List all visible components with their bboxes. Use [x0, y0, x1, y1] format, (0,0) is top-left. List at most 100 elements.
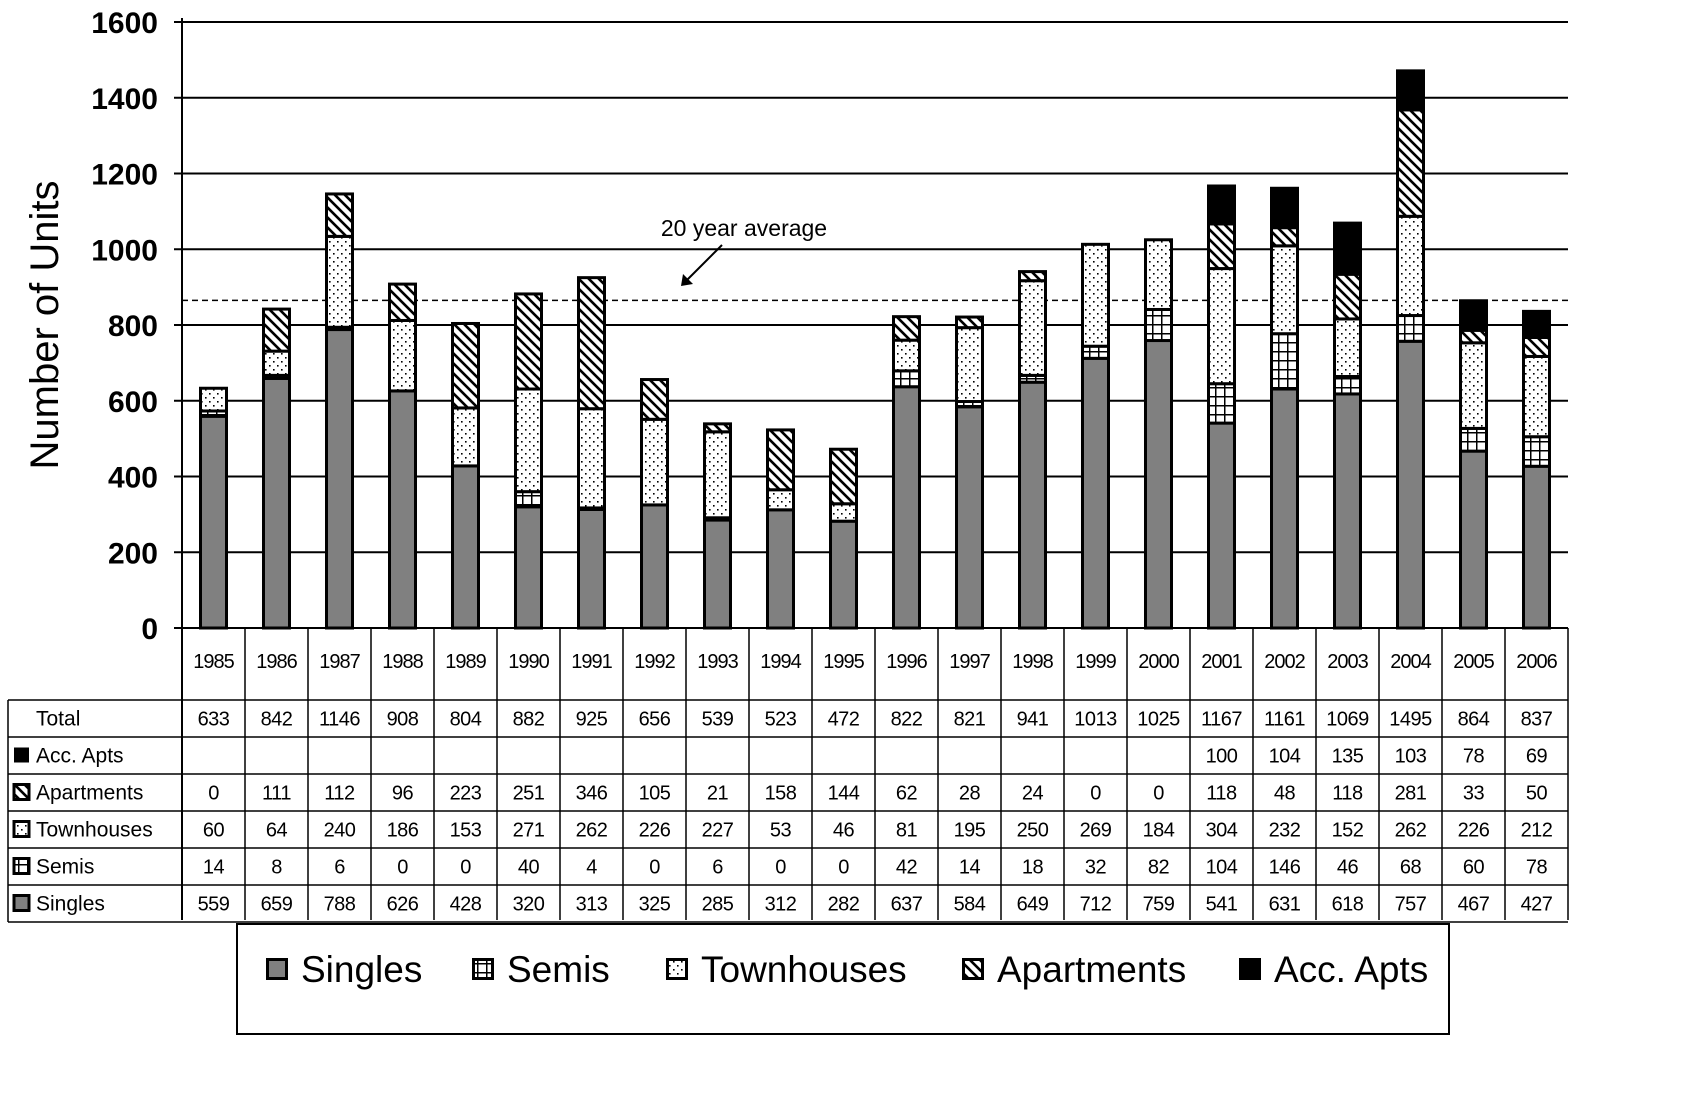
x-tick-label-1991: 1991 — [571, 651, 612, 673]
bar-apartments-1992 — [640, 378, 669, 421]
table-cell-apartments-1986: 111 — [262, 783, 291, 805]
x-tick-label-1999: 1999 — [1075, 651, 1116, 673]
bar-townhouses-1986 — [262, 349, 291, 377]
table-legend-marker-singles — [12, 894, 31, 912]
table-cell-total-1999: 1013 — [1074, 709, 1117, 731]
table-cell-apartments-2004: 281 — [1395, 783, 1427, 805]
bar-apartments-1998 — [1018, 270, 1047, 283]
table-cell-total-2003: 1069 — [1326, 709, 1369, 731]
table-cell-singles-1987: 788 — [324, 894, 356, 916]
table-cell-total-2002: 1161 — [1264, 709, 1305, 731]
y-tick-label-200: 200 — [108, 537, 158, 570]
table-cell-townhouses-1996: 81 — [896, 820, 918, 842]
bar-acc-apts-2002 — [1270, 186, 1299, 230]
average-annotation-arrow — [681, 244, 723, 286]
table-cell-total-1992: 656 — [639, 709, 671, 731]
bar-townhouses-2004 — [1396, 214, 1425, 318]
table-cell-singles-1999: 712 — [1080, 894, 1112, 916]
bar-apartments-1997 — [955, 315, 984, 330]
legend-label-acc-apts: Acc. Apts — [1274, 949, 1428, 990]
table-cell-total-1997: 821 — [954, 709, 986, 731]
table-cell-townhouses-1987: 240 — [324, 820, 356, 842]
bar-townhouses-1993 — [703, 430, 732, 520]
table-cell-singles-1986: 659 — [261, 894, 293, 916]
table-legend-marker-acc-apts — [14, 747, 29, 763]
table-cell-townhouses-1998: 250 — [1017, 820, 1049, 842]
table-cell-singles-2000: 759 — [1143, 894, 1175, 916]
bar-singles-1996 — [892, 385, 921, 630]
x-tick-label-1990: 1990 — [508, 651, 549, 673]
x-tick-label-1987: 1987 — [319, 651, 360, 673]
x-tick-label-1995: 1995 — [823, 651, 864, 673]
table-cell-townhouses-1995: 46 — [833, 820, 855, 842]
bar-apartments-1993 — [703, 422, 732, 434]
x-tick-label-2000: 2000 — [1138, 651, 1179, 673]
table-cell-singles-2006: 427 — [1521, 894, 1553, 916]
table-cell-townhouses-2000: 184 — [1143, 820, 1175, 842]
bar-apartments-2006 — [1522, 335, 1551, 358]
bar-townhouses-1988 — [388, 318, 417, 393]
table-cell-acc-apts-2006: 69 — [1526, 746, 1548, 768]
table-cell-total-1989: 804 — [450, 709, 482, 731]
bar-singles-1994 — [766, 508, 795, 630]
bar-singles-1993 — [703, 518, 732, 630]
table-cell-townhouses-1991: 262 — [576, 820, 608, 842]
table-cell-apartments-1991: 346 — [576, 783, 608, 805]
table-cell-singles-1993: 285 — [702, 894, 734, 916]
bar-semis-1999 — [1081, 344, 1110, 360]
table-cell-singles-1985: 559 — [198, 894, 230, 916]
bar-singles-1999 — [1081, 356, 1110, 630]
y-tick-label-1000: 1000 — [91, 234, 158, 267]
table-cell-semis-1991: 4 — [586, 857, 597, 879]
bar-townhouses-2003 — [1333, 317, 1362, 379]
legend-swatch-apartments — [962, 958, 984, 980]
table-cell-apartments-1999: 0 — [1090, 783, 1101, 805]
table-cell-townhouses-1997: 195 — [954, 820, 986, 842]
x-tick-label-1985: 1985 — [193, 651, 234, 673]
table-cell-townhouses-1986: 64 — [266, 820, 288, 842]
bar-acc-apts-2006 — [1522, 309, 1551, 339]
x-tick-label-1994: 1994 — [760, 651, 801, 673]
bar-townhouses-1985 — [199, 386, 228, 413]
bar-apartments-1986 — [262, 307, 291, 353]
table-cell-townhouses-1992: 226 — [639, 820, 671, 842]
bar-apartments-1987 — [325, 192, 354, 238]
y-tick-label-600: 600 — [108, 386, 158, 419]
bar-acc-apts-2004 — [1396, 69, 1425, 112]
table-cell-singles-2005: 467 — [1458, 894, 1490, 916]
y-axis-label: Number of Units — [23, 181, 67, 470]
bar-townhouses-1996 — [892, 338, 921, 373]
legend-swatch-semis — [472, 958, 494, 980]
table-cell-semis-2000: 82 — [1148, 857, 1170, 879]
table-cell-apartments-2001: 118 — [1206, 783, 1237, 805]
table-cell-singles-2003: 618 — [1332, 894, 1364, 916]
table-cell-total-2005: 864 — [1458, 709, 1490, 731]
table-cell-apartments-1990: 251 — [513, 783, 545, 805]
legend-label-apartments: Apartments — [997, 949, 1186, 990]
bar-apartments-2002 — [1270, 226, 1299, 248]
bar-apartments-1991 — [577, 276, 606, 411]
table-cell-townhouses-2006: 212 — [1521, 820, 1553, 842]
table-cell-total-1994: 523 — [765, 709, 797, 731]
legend-label-semis: Semis — [507, 949, 610, 990]
table-cell-acc-apts-2004: 103 — [1395, 746, 1427, 768]
y-tick-label-1200: 1200 — [91, 159, 158, 192]
bar-singles-2002 — [1270, 387, 1299, 630]
table-cell-semis-1990: 40 — [518, 857, 540, 879]
table-cell-singles-1988: 626 — [387, 894, 419, 916]
table-cell-townhouses-1993: 227 — [702, 820, 734, 842]
table-cell-total-2006: 837 — [1521, 709, 1553, 731]
table-row-label-townhouses: Townhouses — [36, 819, 153, 842]
bar-apartments-1989 — [451, 321, 480, 410]
bar-singles-2004 — [1396, 339, 1425, 630]
bar-semis-2004 — [1396, 314, 1425, 343]
bar-semis-2002 — [1270, 332, 1299, 391]
table-cell-total-1991: 925 — [576, 709, 608, 731]
table-cell-acc-apts-2005: 78 — [1463, 746, 1485, 768]
legend-swatch-acc-apts — [1239, 958, 1261, 980]
x-tick-label-1988: 1988 — [382, 651, 423, 673]
table-cell-apartments-1998: 24 — [1022, 783, 1044, 805]
x-tick-label-2001: 2001 — [1201, 651, 1242, 673]
bar-townhouses-1995 — [829, 502, 858, 523]
